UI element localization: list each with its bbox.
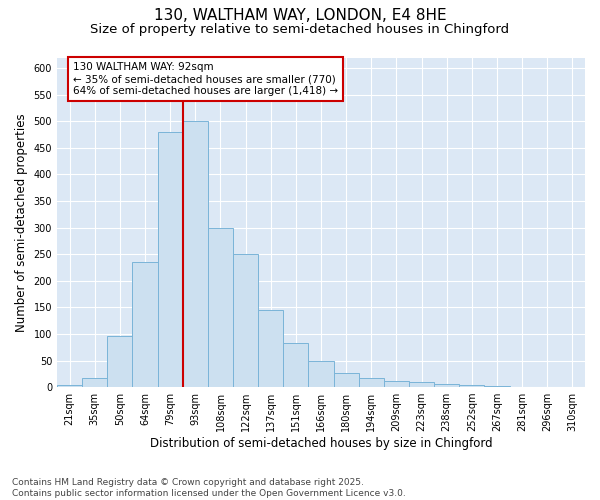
- Bar: [434, 384, 459, 387]
- Text: 130, WALTHAM WAY, LONDON, E4 8HE: 130, WALTHAM WAY, LONDON, E4 8HE: [154, 8, 446, 22]
- Bar: [535, 386, 560, 387]
- Bar: [208, 228, 233, 387]
- Text: 130 WALTHAM WAY: 92sqm
← 35% of semi-detached houses are smaller (770)
64% of se: 130 WALTHAM WAY: 92sqm ← 35% of semi-det…: [73, 62, 338, 96]
- Bar: [334, 372, 359, 387]
- Bar: [57, 386, 82, 387]
- X-axis label: Distribution of semi-detached houses by size in Chingford: Distribution of semi-detached houses by …: [150, 437, 493, 450]
- Bar: [233, 254, 258, 387]
- Bar: [258, 310, 283, 387]
- Bar: [133, 262, 158, 387]
- Text: Size of property relative to semi-detached houses in Chingford: Size of property relative to semi-detach…: [91, 22, 509, 36]
- Bar: [158, 132, 183, 387]
- Text: Contains HM Land Registry data © Crown copyright and database right 2025.
Contai: Contains HM Land Registry data © Crown c…: [12, 478, 406, 498]
- Bar: [107, 336, 133, 387]
- Y-axis label: Number of semi-detached properties: Number of semi-detached properties: [15, 113, 28, 332]
- Bar: [82, 378, 107, 387]
- Bar: [484, 386, 509, 387]
- Bar: [384, 380, 409, 387]
- Bar: [509, 386, 535, 387]
- Bar: [409, 382, 434, 387]
- Bar: [359, 378, 384, 387]
- Bar: [308, 360, 334, 387]
- Bar: [459, 386, 484, 387]
- Bar: [283, 344, 308, 387]
- Bar: [183, 122, 208, 387]
